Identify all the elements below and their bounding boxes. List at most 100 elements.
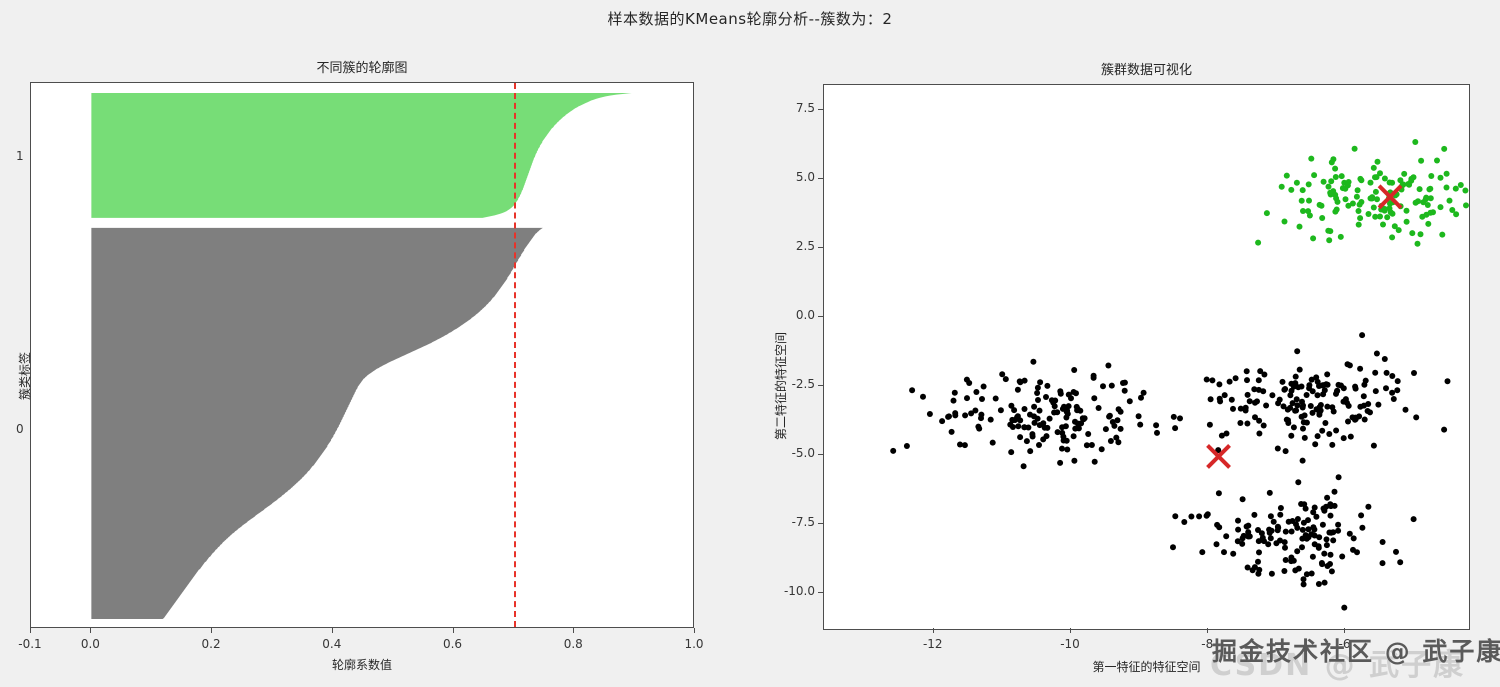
scatter-point <box>1215 490 1222 497</box>
scatter-point <box>1226 378 1233 385</box>
scatter-point <box>1335 474 1342 481</box>
scatter-point <box>1296 223 1303 230</box>
scatter-point <box>1014 386 1021 393</box>
scatter-point <box>1339 553 1346 560</box>
scatter-point <box>1090 374 1097 381</box>
scatter-point <box>968 410 975 417</box>
scatter-point <box>980 383 987 390</box>
scatter-point <box>1216 524 1223 531</box>
scatter-point <box>1355 221 1362 228</box>
silhouette-xtick-mark <box>694 628 695 633</box>
scatter-point <box>1311 504 1318 511</box>
scatter-point <box>987 416 994 423</box>
scatter-point <box>1313 513 1320 520</box>
scatter-point <box>1300 519 1307 526</box>
scatter-point <box>1114 417 1121 424</box>
silhouette-xtick-label: 1.0 <box>684 637 704 651</box>
silhouette-xtick-mark <box>30 628 31 633</box>
scatter-point <box>1391 223 1398 230</box>
scatter-point <box>1323 542 1330 549</box>
scatter-point <box>1077 407 1084 414</box>
scatter-point <box>1270 518 1277 525</box>
scatter-point <box>1372 369 1379 376</box>
scatter-point <box>1249 567 1256 574</box>
scatter-ytick-mark <box>818 523 823 525</box>
scatter-point <box>1334 388 1340 395</box>
figure-suptitle: 样本数据的KMeans轮廓分析--簇数为：2 <box>607 10 893 28</box>
scatter-point <box>1036 442 1042 448</box>
scatter-xtick-label: -10 <box>1060 637 1080 651</box>
scatter-point <box>1218 432 1225 439</box>
scatter-ytick-label: 0.0 <box>795 307 815 322</box>
scatter-point <box>1181 519 1188 525</box>
scatter-point <box>1091 395 1098 402</box>
scatter-point <box>1389 389 1396 396</box>
silhouette-xtick-label: 0.6 <box>442 637 463 651</box>
scatter-point <box>1071 367 1078 373</box>
scatter-point <box>1027 411 1033 418</box>
scatter-point <box>1245 522 1252 529</box>
scatter-point <box>1209 377 1216 384</box>
scatter-point <box>1244 377 1250 384</box>
scatter-point <box>1463 202 1469 209</box>
scatter-point <box>1335 521 1342 528</box>
scatter-point <box>1027 448 1034 455</box>
scatter-point <box>1070 433 1077 440</box>
scatter-point <box>1223 533 1230 540</box>
silhouette-xtick-mark <box>573 628 575 633</box>
scatter-ytick-mark <box>818 246 823 248</box>
scatter-point <box>1420 199 1427 206</box>
scatter-point <box>1295 384 1302 391</box>
scatter-point <box>1409 230 1416 237</box>
scatter-point <box>1359 332 1366 339</box>
scatter-point <box>1299 526 1306 533</box>
scatter-point <box>1008 449 1015 456</box>
scatter-point <box>1346 362 1353 369</box>
scatter-point <box>1295 479 1302 486</box>
scatter-point <box>1051 409 1058 416</box>
scatter-point <box>1030 358 1037 365</box>
scatter-series-cluster-1 <box>1255 139 1469 247</box>
scatter-point <box>1288 432 1295 439</box>
scatter-point <box>1321 579 1328 586</box>
scatter-series-cluster-0 <box>890 332 1451 611</box>
scatter-point <box>999 371 1006 378</box>
scatter-point <box>1177 415 1183 422</box>
scatter-point <box>1303 392 1310 398</box>
scatter-point <box>1239 535 1246 542</box>
scatter-point <box>1256 549 1262 556</box>
silhouette-xtick-label: 0.4 <box>322 637 342 651</box>
scatter-point <box>1424 202 1431 208</box>
scatter-point <box>1059 405 1066 412</box>
silhouette-xtick-mark <box>211 628 213 633</box>
scatter-ytick-label: -2.5 <box>791 376 815 391</box>
scatter-point <box>1333 206 1340 213</box>
scatter-point <box>1279 378 1286 385</box>
scatter-point <box>1320 178 1327 185</box>
scatter-point <box>1417 231 1424 238</box>
scatter-point <box>1221 392 1228 399</box>
silhouette-xtick-label: 0.2 <box>201 637 221 651</box>
scatter-point <box>1324 381 1331 388</box>
scatter-point <box>973 389 980 395</box>
scatter-point <box>1374 158 1381 165</box>
scatter-axes: 簇群数据可视化 <box>823 63 1470 630</box>
scatter-point <box>1372 188 1379 195</box>
scatter-point <box>1263 210 1270 217</box>
scatter-point <box>1302 505 1309 512</box>
scatter-point <box>1337 233 1344 240</box>
silhouette-xtick-mark <box>452 628 454 633</box>
scatter-point <box>1075 425 1082 432</box>
scatter-point <box>1341 604 1348 611</box>
scatter-point <box>1290 424 1297 431</box>
scatter-point <box>1333 195 1340 202</box>
scatter-point <box>1380 221 1386 228</box>
scatter-point <box>1368 195 1375 202</box>
scatter-point <box>1408 177 1415 184</box>
scatter-point <box>1443 184 1450 191</box>
scatter-point <box>1015 423 1022 430</box>
scatter-point <box>1306 382 1313 389</box>
scatter-point <box>1083 442 1090 449</box>
scatter-point <box>1340 385 1347 392</box>
scatter-point <box>1437 174 1444 181</box>
